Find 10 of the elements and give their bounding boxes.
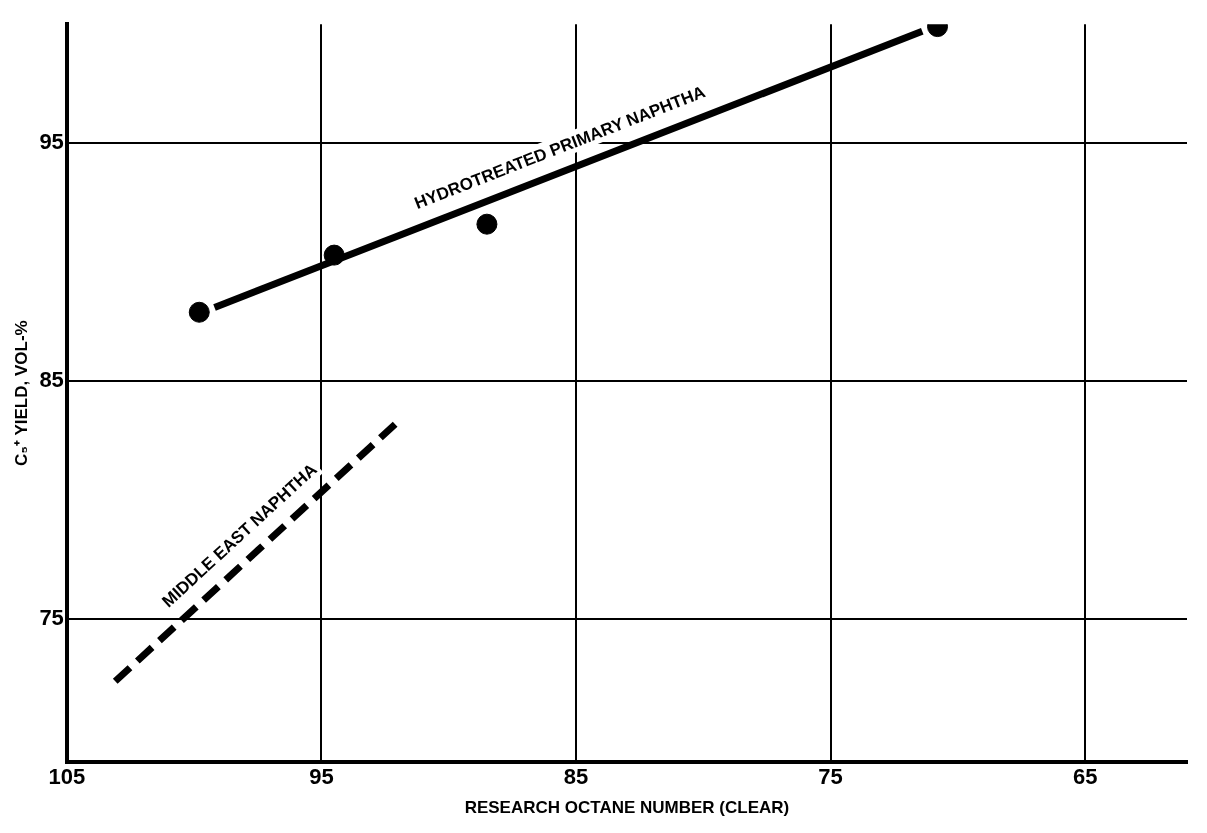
y-tick-label: 75 — [39, 605, 64, 631]
y-tick-label: 95 — [39, 129, 64, 155]
x-axis-title: RESEARCH OCTANE NUMBER (CLEAR) — [464, 798, 790, 818]
x-tick-label: 105 — [48, 764, 86, 790]
x-tick-label: 75 — [818, 764, 843, 790]
x-tick-label: 85 — [563, 764, 589, 790]
y-tick-label: 85 — [39, 367, 64, 393]
x-tick-label: 65 — [1072, 764, 1098, 790]
x-tick-label: 95 — [309, 764, 334, 790]
y-axis-title: C₅⁺ YIELD, VOL-% — [11, 320, 31, 467]
